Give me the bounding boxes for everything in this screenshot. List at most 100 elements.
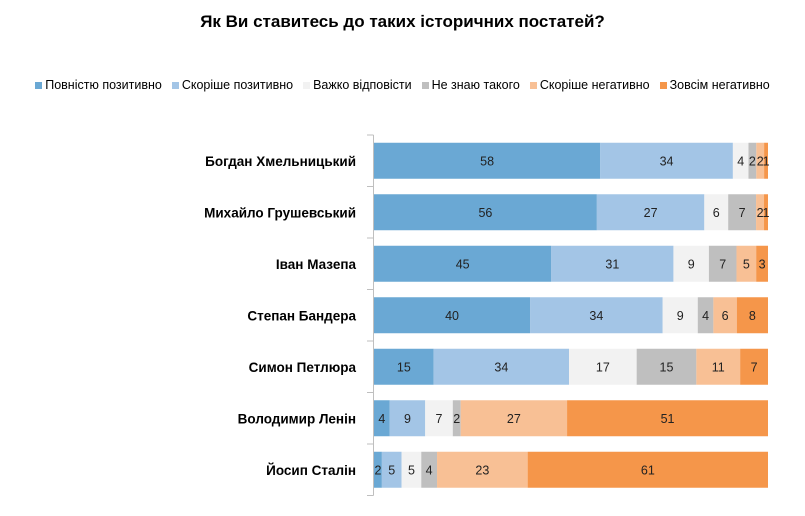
category-label: Михайло Грушевський	[204, 205, 356, 220]
category-label: Володимир Ленін	[238, 411, 356, 426]
bar-segment	[740, 348, 768, 385]
data-label: 5	[743, 257, 750, 271]
bar-segment	[374, 142, 601, 179]
legend-swatch	[659, 81, 667, 89]
legend-label: Повністю позитивно	[45, 78, 162, 92]
data-label: 8	[749, 309, 756, 323]
bar-segment	[401, 451, 422, 488]
data-label: 45	[456, 257, 470, 271]
legend-label: Важко відповісти	[313, 78, 412, 92]
category-label: Симон Петлюра	[249, 360, 357, 375]
bar-segment	[764, 142, 768, 179]
data-label: 3	[759, 257, 766, 271]
data-label: 34	[660, 154, 674, 168]
bar-segment	[374, 400, 390, 437]
data-label: 31	[605, 257, 619, 271]
data-label: 15	[397, 360, 411, 374]
bar-segment	[551, 245, 674, 282]
bar-segment	[596, 194, 705, 231]
bar-segment	[374, 194, 597, 231]
legend-item: Скоріше позитивно	[171, 78, 294, 92]
bar-segment	[374, 451, 382, 488]
bar-segment	[636, 348, 697, 385]
bar-segment	[389, 400, 426, 437]
data-label: 9	[404, 412, 411, 426]
legend-swatch	[303, 81, 311, 89]
data-label: 27	[507, 412, 521, 426]
legend-swatch	[35, 81, 43, 89]
data-label: 1	[763, 154, 770, 168]
data-label: 17	[596, 360, 610, 374]
data-label: 11	[712, 360, 725, 374]
data-label: 23	[475, 463, 489, 477]
data-label: 40	[445, 309, 459, 323]
bar-segment	[381, 451, 402, 488]
bar-segment	[697, 297, 714, 334]
bar-segment	[673, 245, 709, 282]
bar-segment	[374, 297, 531, 334]
bar-segment	[374, 348, 434, 385]
bar-segment	[530, 297, 663, 334]
bar-segment	[728, 194, 757, 231]
legend-swatch	[171, 81, 179, 89]
bar-segment	[569, 348, 637, 385]
category-label: Богдан Хмельницький	[205, 154, 356, 169]
data-label: 2	[453, 412, 460, 426]
legend-label: Зовсім негативно	[669, 78, 770, 92]
data-label: 6	[722, 309, 729, 323]
data-label: 7	[739, 206, 746, 220]
data-label: 15	[660, 360, 674, 374]
data-label: 7	[719, 257, 726, 271]
bar-segment	[662, 297, 698, 334]
data-label: 7	[751, 360, 758, 374]
legend-item: Важко відповісти	[303, 78, 412, 92]
bar-segment	[708, 245, 737, 282]
legend-item: Повністю позитивно	[35, 78, 162, 92]
legend-label: Скоріше негативно	[539, 78, 650, 92]
data-label: 5	[408, 463, 415, 477]
legend-label: Скоріше позитивно	[181, 78, 294, 92]
bar-segment	[704, 194, 729, 231]
data-label: 27	[644, 206, 658, 220]
bar-segment	[421, 451, 438, 488]
bar-segment	[736, 297, 768, 334]
data-label: 61	[641, 463, 655, 477]
bar-segment	[764, 194, 768, 231]
bar-segment	[567, 400, 768, 437]
data-label: 58	[480, 154, 494, 168]
data-label: 4	[737, 154, 744, 168]
bar-segment	[437, 451, 528, 488]
legend-swatch	[529, 81, 537, 89]
data-label: 9	[677, 309, 684, 323]
bar-segment	[433, 348, 570, 385]
data-label: 2	[374, 463, 381, 477]
data-label: 5	[388, 463, 395, 477]
data-label: 6	[713, 206, 720, 220]
data-label: 56	[478, 206, 492, 220]
data-label: 34	[494, 360, 508, 374]
bar-segment	[600, 142, 733, 179]
bar-segment	[748, 142, 757, 179]
data-label: 4	[702, 309, 709, 323]
data-label: 4	[378, 412, 385, 426]
bar-segment	[713, 297, 737, 334]
category-label: Іван Мазепа	[276, 257, 357, 272]
bar-segment	[736, 245, 757, 282]
data-label: 1	[763, 206, 770, 220]
category-label: Йосип Сталін	[266, 463, 356, 478]
legend-label: Не знаю такого	[431, 78, 520, 92]
data-label: 2	[757, 206, 764, 220]
bar-segment	[374, 245, 552, 282]
legend: Повністю позитивно Скоріше позитивно Важко…	[0, 78, 805, 92]
data-label: 34	[589, 309, 603, 323]
legend-swatch	[421, 81, 429, 89]
data-label: 4	[426, 463, 433, 477]
data-label: 7	[436, 412, 443, 426]
bar-segment	[756, 142, 765, 179]
data-label: 9	[688, 257, 695, 271]
data-label: 51	[661, 412, 675, 426]
data-label: 2	[749, 154, 756, 168]
bar-segment	[696, 348, 741, 385]
bar-segment	[732, 142, 749, 179]
